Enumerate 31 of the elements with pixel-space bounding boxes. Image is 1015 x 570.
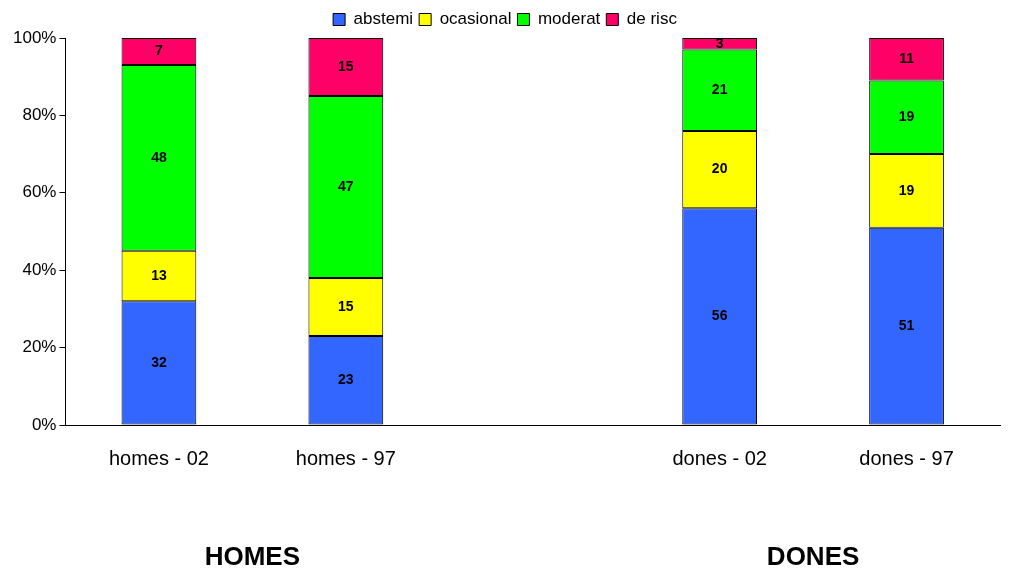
data-label: 11 (899, 50, 915, 67)
data-label: 48 (151, 148, 167, 165)
data-label: 51 (898, 316, 915, 333)
data-label: 21 (711, 81, 728, 98)
text: HOMES (204, 541, 301, 570)
y-tick-label: 60% (22, 182, 57, 202)
x-tick-label: dones - 97 (859, 446, 954, 469)
x-tick-label: homes - 02 (108, 446, 209, 469)
data-label: 15 (338, 297, 354, 314)
legend-label: de risc (626, 9, 678, 29)
data-label: 19 (898, 181, 915, 198)
y-tick-label: 0% (31, 414, 57, 434)
x-tick-label: homes - 97 (295, 446, 396, 469)
data-label: 32 (151, 353, 167, 370)
data-label: 20 (711, 160, 728, 177)
data-label: 15 (338, 57, 354, 74)
legend-label: abstemi (353, 9, 414, 29)
y-tick-label: 100% (13, 27, 57, 47)
y-tick-label: 80% (22, 105, 57, 125)
text: DONES (766, 541, 860, 570)
y-tick-label: 20% (22, 337, 57, 357)
data-label: 13 (151, 266, 167, 283)
data-label: 23 (338, 371, 354, 388)
data-label: 56 (711, 307, 728, 324)
y-tick-label: 40% (22, 259, 57, 279)
legend-label: moderat (537, 9, 601, 29)
data-label: 47 (338, 177, 354, 194)
legend-label: ocasional (439, 9, 512, 29)
data-label: 19 (898, 108, 915, 125)
x-tick-label: dones - 02 (672, 446, 767, 469)
data-label: 7 (155, 42, 164, 59)
